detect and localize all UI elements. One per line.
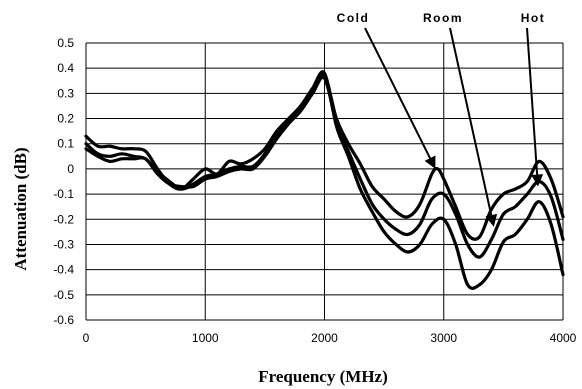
x-tick-label: 1000 — [192, 331, 219, 345]
annotation-label-cold: Cold — [337, 11, 370, 25]
y-axis-label: Attenuation (dB) — [11, 147, 30, 270]
series-lines — [84, 70, 565, 290]
x-tick-label: 3000 — [430, 331, 457, 345]
series-line-hot — [84, 70, 565, 290]
y-tick-labels: 0.5 0.4 0.3 0.2 0.1 0 -0.1 -0.2 -0.3 -0.4 -0.5 -0.6 — [53, 36, 74, 327]
y-tick-label: -0.3 — [53, 237, 74, 251]
annotation-arrow-hot — [526, 27, 539, 175]
y-tick-label: -0.4 — [53, 263, 74, 277]
x-tick-label: 0 — [83, 331, 90, 345]
x-tick-label: 4000 — [550, 331, 577, 345]
y-tick-label: 0.2 — [57, 112, 74, 126]
y-tick-label: 0.3 — [57, 86, 74, 100]
annotation-arrow-room — [449, 27, 493, 216]
annotation-arrowhead-cold — [424, 155, 436, 169]
annotations: Cold Room Hot — [337, 11, 546, 227]
x-tick-labels: 0 1000 2000 3000 4000 — [83, 331, 577, 345]
y-tick-label: -0.6 — [53, 313, 74, 327]
annotation-arrowhead-room — [485, 213, 498, 227]
y-tick-label: 0 — [67, 162, 74, 176]
annotation-label-hot: Hot — [521, 11, 546, 25]
grid — [85, 42, 564, 321]
x-tick-label: 2000 — [311, 331, 338, 345]
y-tick-label: -0.1 — [53, 187, 74, 201]
y-tick-label: -0.5 — [53, 288, 74, 302]
x-axis-label: Frequency (MHz) — [258, 367, 388, 386]
y-tick-label: 0.4 — [57, 61, 74, 75]
y-tick-label: 0.1 — [57, 137, 74, 151]
annotation-arrow-cold — [364, 27, 431, 159]
annotation-label-room: Room — [423, 11, 463, 25]
y-tick-label: 0.5 — [57, 36, 74, 50]
y-tick-label: -0.2 — [53, 212, 74, 226]
annotation-arrowhead-hot — [531, 174, 544, 187]
